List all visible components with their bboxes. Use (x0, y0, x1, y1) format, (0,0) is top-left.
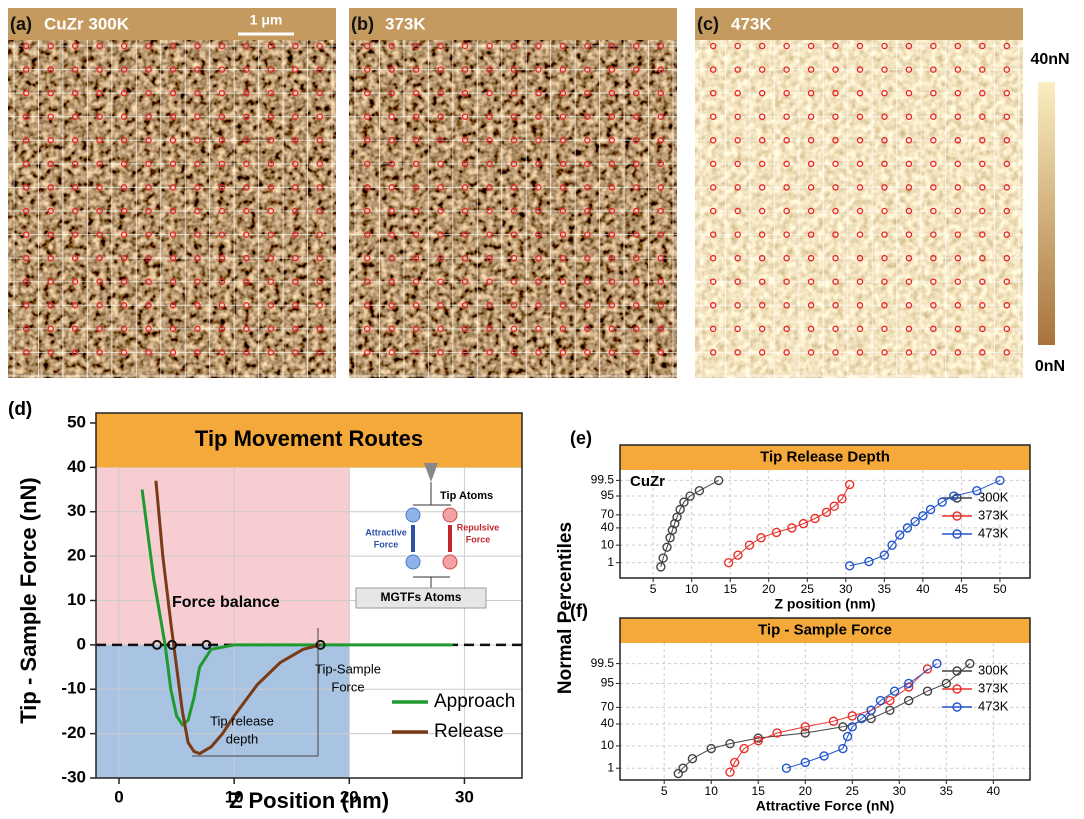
series-line (730, 669, 928, 772)
x-tick-label: 35 (878, 582, 892, 596)
tip-icon (424, 463, 438, 482)
x-axis-title: Z Position (nm) (229, 788, 389, 813)
y-tick-label: 99.5 (591, 473, 615, 487)
inset-label: Force (466, 534, 491, 544)
x-tick-label: 10 (685, 582, 699, 596)
x-tick-label: 10 (705, 784, 719, 798)
color-bar (1038, 82, 1055, 345)
inset-label: Tip Atoms (440, 490, 493, 502)
x-tick-label: 15 (724, 582, 738, 596)
inset-label: MGTFs Atoms (381, 590, 462, 604)
x-tick-label: 20 (762, 582, 776, 596)
page: {"chart_data":[ {"type":"map","label":"(… (0, 0, 1084, 814)
y-tick-label: 40 (601, 520, 615, 534)
legend-label: 473K (978, 698, 1009, 713)
annotation: depth (226, 731, 259, 746)
x-tick-label: 30 (893, 784, 907, 798)
map-title: CuZr 300K (44, 14, 130, 33)
annotation: Tip-Sample (315, 661, 381, 676)
inset-label: Force (374, 539, 399, 549)
y-tick-label: 10 (601, 537, 615, 551)
map-title: 373K (385, 14, 426, 33)
x-axis-title: Attractive Force (nN) (756, 798, 894, 814)
y-tick-label: 50 (67, 412, 86, 431)
panel-label: (e) (570, 428, 592, 448)
x-tick-label: 40 (916, 582, 930, 596)
x-tick-label: 30 (839, 582, 853, 596)
y-tick-label: 10 (67, 590, 86, 609)
x-tick-label: 30 (455, 787, 474, 806)
y-axis-title: Tip - Sample Force (nN) (16, 477, 41, 724)
atom (443, 508, 457, 522)
y-tick-label: -30 (61, 767, 86, 786)
series-line (678, 664, 970, 774)
annotation: Force (331, 679, 364, 694)
x-tick-label: 45 (955, 582, 969, 596)
x-tick-label: 25 (846, 784, 860, 798)
atom (406, 555, 420, 569)
chart-title: Tip Movement Routes (195, 426, 423, 451)
legend-label: 300K (978, 489, 1009, 504)
data-point (846, 481, 854, 489)
legend-label: Release (434, 721, 504, 742)
scale-bar-label: 1 μm (250, 12, 283, 28)
y-tick-label: 1 (607, 760, 614, 774)
y-tick-label: 99.5 (591, 656, 615, 670)
y-tick-label: 40 (601, 716, 615, 730)
inset-label: Repulsive (457, 522, 500, 532)
annotation: CuZr (630, 473, 665, 490)
panel-label: (b) (351, 14, 374, 34)
chart-title: Tip - Sample Force (758, 621, 892, 638)
y-tick-label: 95 (601, 676, 615, 690)
figure: (a)CuZr 300K1 μm(b)373K(c)473K0nN40nN010… (0, 0, 1084, 814)
map-title: 473K (731, 14, 772, 33)
atom (443, 555, 457, 569)
y-tick-label: 30 (67, 501, 86, 520)
annotation: Force balance (172, 594, 280, 611)
y-tick-label: 20 (67, 546, 86, 565)
y-tick-label: 0 (77, 634, 86, 653)
legend-label: 473K (978, 525, 1009, 540)
series-line (786, 664, 937, 769)
annotation: Tip release (210, 713, 274, 728)
panel-label: (d) (8, 399, 32, 420)
panel-label: (a) (10, 14, 32, 34)
data-point (674, 770, 682, 778)
x-tick-label: 5 (661, 784, 668, 798)
x-tick-label: 25 (801, 582, 815, 596)
y-tick-label: 40 (67, 457, 86, 476)
x-tick-label: 20 (799, 784, 813, 798)
y-tick-label: -10 (61, 679, 86, 698)
y-tick-label: 95 (601, 488, 615, 502)
inset-label: Attractive (365, 527, 407, 537)
x-tick-label: 0 (114, 787, 123, 806)
y-tick-label: 10 (601, 738, 615, 752)
legend-label: 373K (978, 507, 1009, 522)
chart-title: Tip Release Depth (760, 448, 890, 465)
x-axis-title: Z position (nm) (774, 596, 875, 612)
y-tick-label: 70 (601, 700, 615, 714)
x-tick-label: 15 (752, 784, 766, 798)
attractive-region (96, 645, 349, 778)
atom (406, 508, 420, 522)
color-bar-label: 0nN (1035, 358, 1065, 375)
color-bar-label: 40nN (1030, 51, 1069, 68)
x-tick-label: 35 (940, 784, 954, 798)
x-tick-label: 50 (993, 582, 1007, 596)
panel-label: (c) (697, 14, 719, 34)
x-tick-label: 5 (650, 582, 657, 596)
legend-label: Approach (434, 691, 515, 712)
y-axis-title: Normal Percentiles (555, 522, 576, 694)
y-tick-label: -20 (61, 723, 86, 742)
y-tick-label: 70 (601, 507, 615, 521)
x-tick-label: 40 (987, 784, 1001, 798)
y-tick-label: 1 (607, 555, 614, 569)
legend-label: 300K (978, 662, 1009, 677)
legend-label: 373K (978, 680, 1009, 695)
series-line (661, 480, 719, 567)
